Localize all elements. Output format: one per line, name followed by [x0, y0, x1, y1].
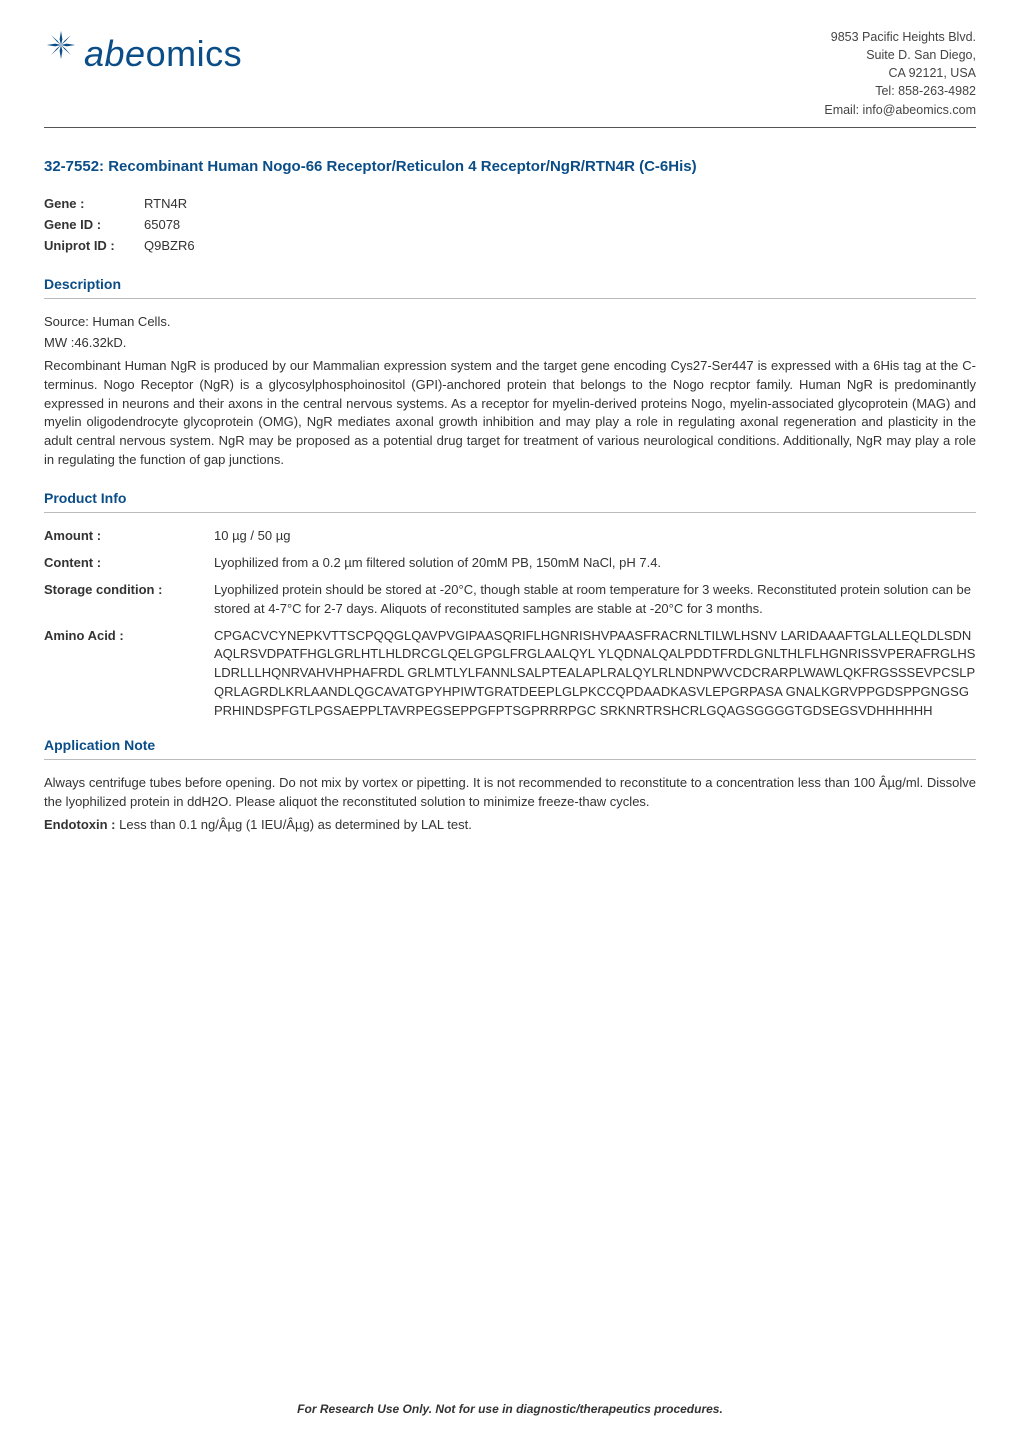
info-value: Lyophilized protein should be stored at … — [214, 581, 976, 619]
logo-text-italic: abe — [84, 33, 146, 74]
info-row-content: Content : Lyophilized from a 0.2 µm filt… — [44, 554, 976, 573]
meta-row-uniprot: Uniprot ID : Q9BZR6 — [44, 237, 976, 256]
meta-value: 65078 — [144, 216, 180, 235]
section-header-product-info: Product Info — [44, 488, 976, 513]
endotoxin-value: Less than 0.1 ng/Âµg (1 IEU/Âµg) as dete… — [116, 817, 472, 832]
section-header-description: Description — [44, 274, 976, 299]
page-footer: For Research Use Only. Not for use in di… — [0, 1401, 1020, 1418]
description-source: Source: Human Cells. — [44, 313, 976, 332]
description-block: Source: Human Cells. MW :46.32kD. Recomb… — [44, 313, 976, 470]
contact-line: Email: info@abeomics.com — [824, 101, 976, 119]
info-label: Amino Acid : — [44, 627, 214, 646]
contact-block: 9853 Pacific Heights Blvd. Suite D. San … — [824, 28, 976, 119]
meta-label: Gene ID : — [44, 216, 144, 235]
info-value: Lyophilized from a 0.2 µm filtered solut… — [214, 554, 976, 573]
endotoxin-label: Endotoxin : — [44, 817, 116, 832]
info-value: 10 µg / 50 µg — [214, 527, 976, 546]
application-note-body: Always centrifuge tubes before opening. … — [44, 774, 976, 812]
logo-text: abeomics — [84, 28, 242, 80]
contact-line: Tel: 858-263-4982 — [824, 82, 976, 100]
application-note-block: Always centrifuge tubes before opening. … — [44, 774, 976, 835]
logo-text-rest: omics — [146, 33, 243, 74]
application-note-endotoxin: Endotoxin : Less than 0.1 ng/Âµg (1 IEU/… — [44, 816, 976, 835]
info-label: Amount : — [44, 527, 214, 546]
meta-label: Gene : — [44, 195, 144, 214]
contact-line: CA 92121, USA — [824, 64, 976, 82]
logo-icon — [44, 28, 78, 62]
contact-line: Suite D. San Diego, — [824, 46, 976, 64]
meta-label: Uniprot ID : — [44, 237, 144, 256]
header-divider — [44, 127, 976, 128]
info-label: Content : — [44, 554, 214, 573]
info-row-storage: Storage condition : Lyophilized protein … — [44, 581, 976, 619]
product-title: 32-7552: Recombinant Human Nogo-66 Recep… — [44, 156, 976, 178]
product-info-table: Amount : 10 µg / 50 µg Content : Lyophil… — [44, 527, 976, 721]
info-label: Storage condition : — [44, 581, 214, 600]
meta-value: Q9BZR6 — [144, 237, 195, 256]
meta-row-gene: Gene : RTN4R — [44, 195, 976, 214]
logo: abeomics — [44, 28, 242, 80]
info-row-amino-acid: Amino Acid : CPGACVCYNEPKVTTSCPQQGLQAVPV… — [44, 627, 976, 721]
meta-row-gene-id: Gene ID : 65078 — [44, 216, 976, 235]
description-body: Recombinant Human NgR is produced by our… — [44, 357, 976, 470]
meta-value: RTN4R — [144, 195, 187, 214]
description-mw: MW :46.32kD. — [44, 334, 976, 353]
contact-line: 9853 Pacific Heights Blvd. — [824, 28, 976, 46]
info-row-amount: Amount : 10 µg / 50 µg — [44, 527, 976, 546]
info-value: CPGACVCYNEPKVTTSCPQQGLQAVPVGIPAASQRIFLHG… — [214, 627, 976, 721]
product-meta: Gene : RTN4R Gene ID : 65078 Uniprot ID … — [44, 195, 976, 256]
page-header: abeomics 9853 Pacific Heights Blvd. Suit… — [44, 28, 976, 119]
section-header-application-note: Application Note — [44, 735, 976, 760]
